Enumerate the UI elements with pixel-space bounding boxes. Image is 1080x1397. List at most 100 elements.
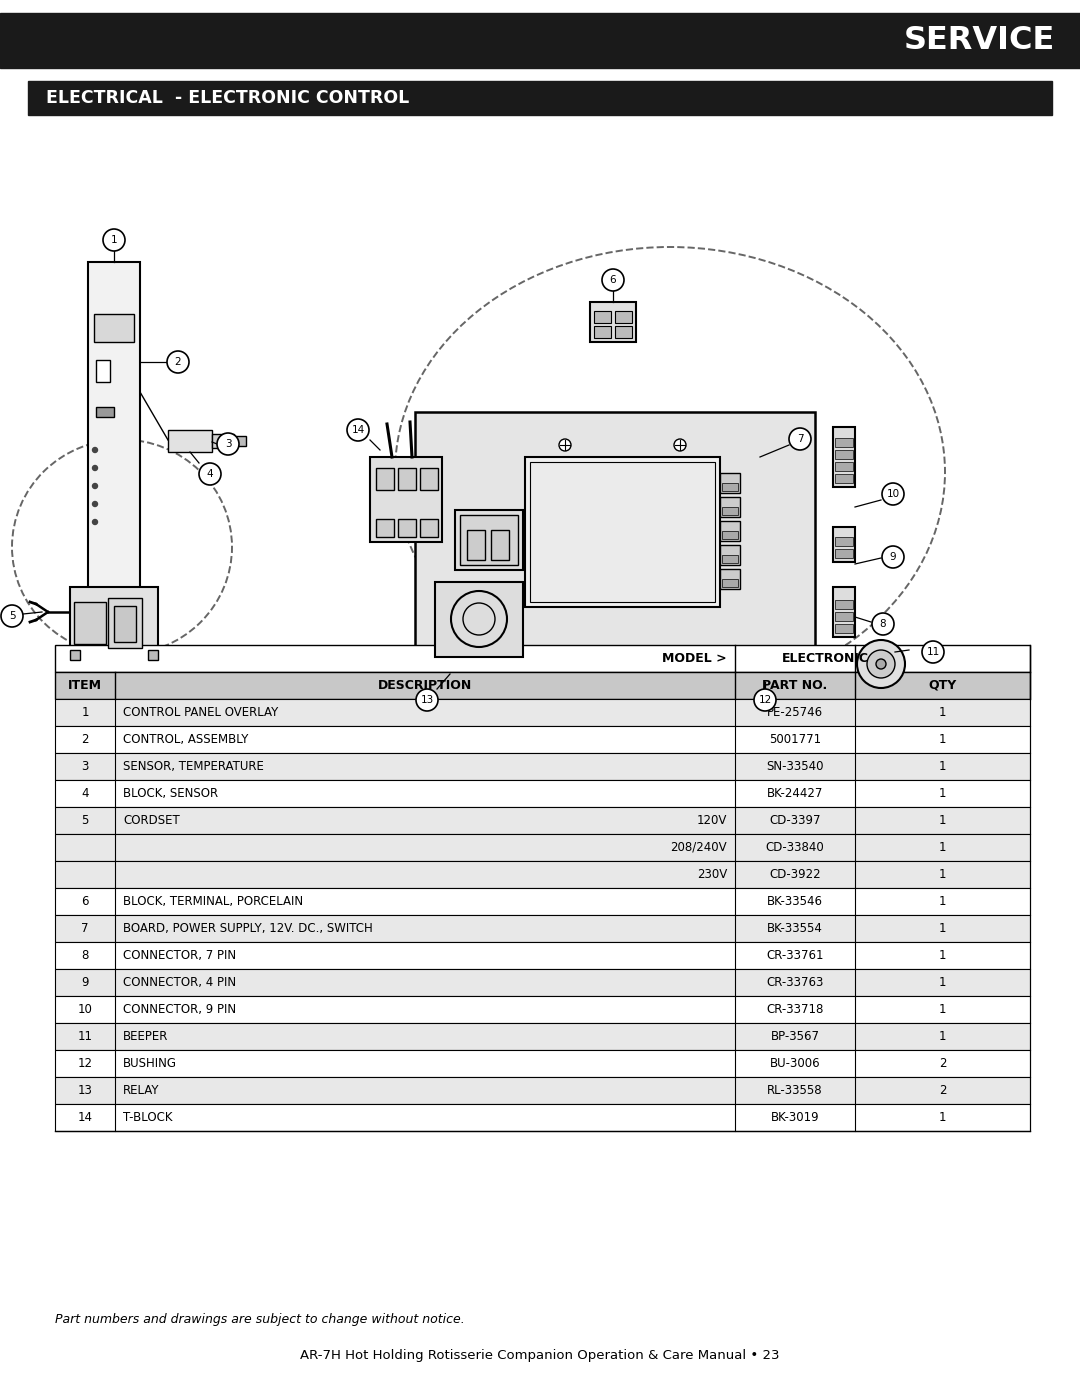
Text: 1: 1 (939, 977, 946, 989)
Text: 5: 5 (81, 814, 89, 827)
Text: ITEM: ITEM (68, 679, 102, 692)
Circle shape (199, 462, 221, 485)
Text: BEEPER: BEEPER (123, 1030, 168, 1044)
Text: CONTROL, ASSEMBLY: CONTROL, ASSEMBLY (123, 733, 248, 746)
Text: RL-33558: RL-33558 (767, 1084, 823, 1097)
Bar (833, 427, 855, 488)
Bar (455, 510, 523, 570)
Bar (55, 780, 1030, 807)
Text: CONNECTOR, 9 PIN: CONNECTOR, 9 PIN (123, 1003, 237, 1016)
Text: BOARD, POWER SUPPLY, 12V. DC., SWITCH: BOARD, POWER SUPPLY, 12V. DC., SWITCH (123, 922, 373, 935)
Text: 1: 1 (939, 895, 946, 908)
Bar (399, 468, 416, 490)
Text: CR-33761: CR-33761 (766, 949, 824, 963)
Bar (114, 606, 136, 643)
Bar (55, 996, 1030, 1023)
Circle shape (93, 520, 97, 524)
Bar (55, 672, 1030, 698)
Text: 1: 1 (939, 868, 946, 882)
Bar (55, 753, 1030, 780)
Bar (467, 529, 485, 560)
Text: SERVICE: SERVICE (904, 25, 1055, 56)
Bar (720, 497, 740, 517)
Text: 3: 3 (81, 760, 89, 773)
Text: CONTROL PANEL OVERLAY: CONTROL PANEL OVERLAY (123, 705, 279, 719)
Text: BU-3006: BU-3006 (770, 1058, 821, 1070)
Bar (96, 360, 110, 381)
Bar (420, 468, 438, 490)
Text: 1: 1 (939, 1030, 946, 1044)
Bar (835, 462, 853, 471)
Text: 5001771: 5001771 (769, 733, 821, 746)
Bar (55, 861, 1030, 888)
Circle shape (93, 465, 97, 471)
Circle shape (93, 502, 97, 507)
Bar (96, 407, 114, 416)
Bar (723, 531, 738, 539)
Text: CD-33840: CD-33840 (766, 841, 824, 854)
Text: 1: 1 (81, 705, 89, 719)
Text: PE-25746: PE-25746 (767, 705, 823, 719)
Circle shape (754, 689, 777, 711)
Bar (835, 450, 853, 460)
Bar (55, 915, 1030, 942)
Circle shape (872, 613, 894, 636)
Bar (594, 326, 611, 338)
Text: 8: 8 (81, 949, 89, 963)
Text: 11: 11 (78, 1030, 93, 1044)
Bar (835, 474, 853, 483)
Text: BUSHING: BUSHING (123, 1058, 177, 1070)
Bar (835, 599, 853, 609)
Bar (70, 650, 80, 659)
Bar (168, 430, 212, 453)
Circle shape (789, 427, 811, 450)
Bar (615, 312, 632, 323)
Bar (720, 521, 740, 541)
Text: 12: 12 (758, 694, 771, 705)
Text: CD-3922: CD-3922 (769, 868, 821, 882)
Text: 2: 2 (939, 1084, 946, 1097)
Text: 1: 1 (939, 841, 946, 854)
Bar (835, 536, 853, 546)
Text: 1: 1 (939, 1111, 946, 1125)
Circle shape (416, 689, 438, 711)
Text: PART NO.: PART NO. (762, 679, 827, 692)
Text: ELECTRONIC: ELECTRONIC (782, 652, 868, 665)
Circle shape (347, 419, 369, 441)
Bar (55, 726, 1030, 753)
Text: 13: 13 (420, 694, 434, 705)
Circle shape (602, 270, 624, 291)
Bar (75, 602, 106, 644)
Bar (835, 612, 853, 622)
Bar (55, 942, 1030, 970)
Bar (108, 598, 141, 648)
Text: 1: 1 (939, 733, 946, 746)
Circle shape (858, 640, 905, 687)
Bar (55, 970, 1030, 996)
Circle shape (93, 447, 97, 453)
Circle shape (882, 483, 904, 504)
Text: T-BLOCK: T-BLOCK (123, 1111, 173, 1125)
Text: 9: 9 (890, 552, 896, 562)
Circle shape (217, 433, 239, 455)
Bar (55, 698, 1030, 726)
Bar (55, 834, 1030, 861)
Circle shape (1, 605, 23, 627)
Circle shape (867, 650, 895, 678)
Bar (594, 312, 611, 323)
Circle shape (93, 483, 97, 489)
Bar (530, 462, 715, 602)
Bar (399, 520, 416, 536)
Text: 4: 4 (81, 787, 89, 800)
Text: 1: 1 (939, 760, 946, 773)
Text: 1: 1 (939, 1003, 946, 1016)
Bar (94, 314, 134, 342)
Text: BK-33546: BK-33546 (767, 895, 823, 908)
Text: SENSOR, TEMPERATURE: SENSOR, TEMPERATURE (123, 760, 264, 773)
Bar (723, 578, 738, 587)
Bar (370, 457, 442, 542)
Text: BK-24427: BK-24427 (767, 787, 823, 800)
Text: 2: 2 (175, 358, 181, 367)
Text: 6: 6 (610, 275, 617, 285)
Bar (833, 587, 855, 637)
